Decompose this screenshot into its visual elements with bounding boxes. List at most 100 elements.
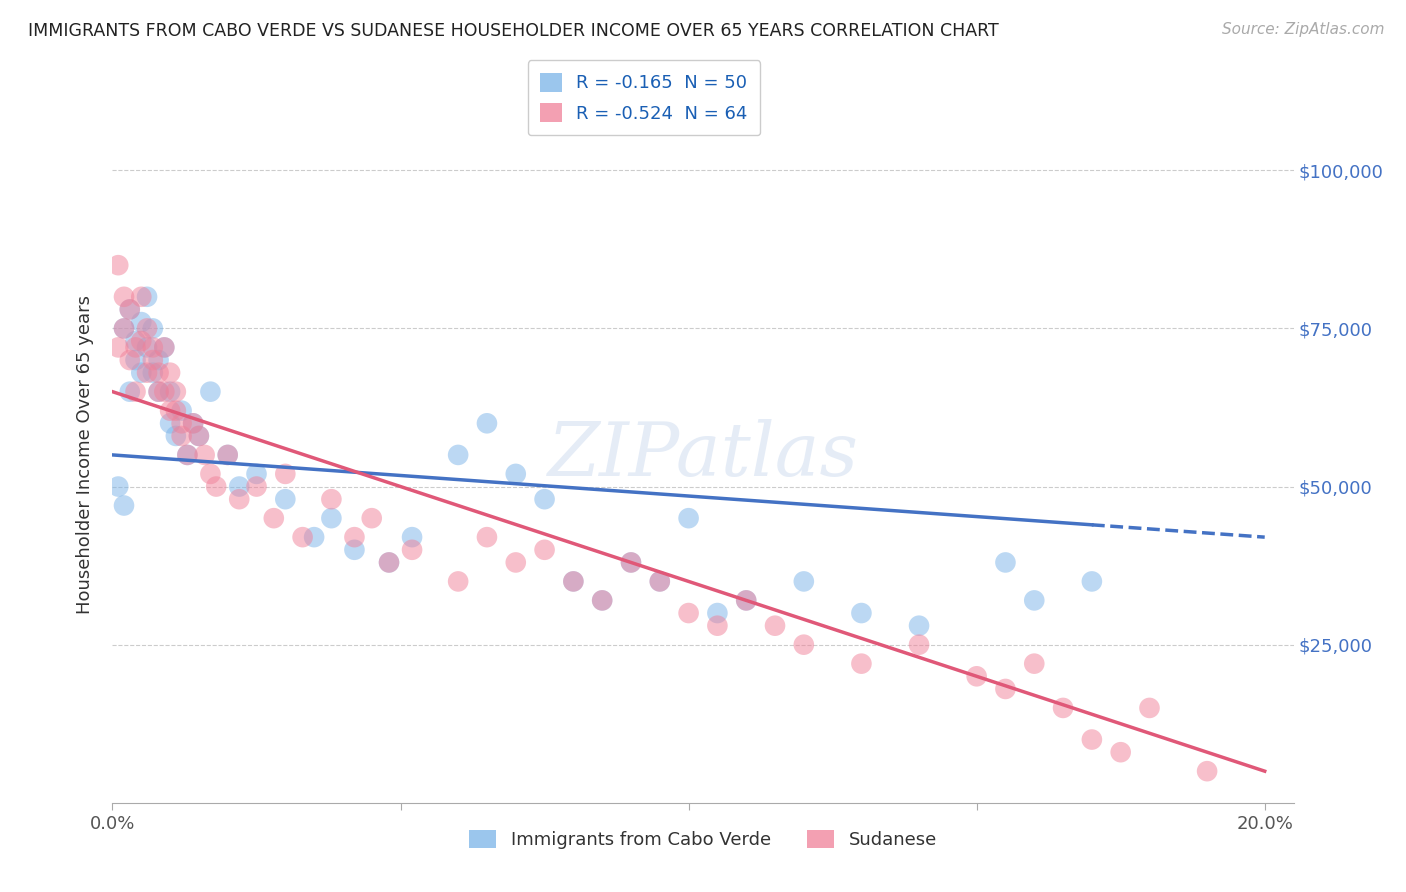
Point (142, 366, 165, 380)
Point (118, 384, 141, 399)
Point (194, 448, 217, 462)
Point (994, 681, 1017, 696)
Point (129, 366, 152, 380)
Point (200, 467, 222, 481)
Point (170, 429, 193, 443)
Point (165, 403, 187, 417)
Point (112, 290, 135, 304)
Point (908, 618, 931, 632)
Point (176, 448, 198, 462)
Point (562, 574, 585, 589)
Point (205, 479, 228, 493)
Point (181, 417, 204, 431)
Point (475, 417, 498, 431)
Point (112, 321, 135, 335)
Point (591, 593, 613, 607)
Point (343, 542, 366, 557)
Point (620, 556, 643, 570)
Point (1197, 764, 1219, 779)
Point (129, 290, 152, 304)
Point (245, 467, 267, 481)
Point (763, 618, 786, 632)
Y-axis label: Householder Income Over 65 years: Householder Income Over 65 years (76, 295, 94, 615)
Point (217, 448, 239, 462)
Point (706, 606, 728, 620)
Point (533, 492, 555, 507)
Point (170, 403, 193, 417)
Point (343, 530, 366, 544)
Point (620, 556, 643, 570)
Text: Source: ZipAtlas.com: Source: ZipAtlas.com (1222, 22, 1385, 37)
Point (148, 384, 170, 399)
Point (851, 606, 873, 620)
Point (1052, 701, 1074, 715)
Point (107, 258, 129, 272)
Point (165, 384, 187, 399)
Point (678, 606, 700, 620)
Point (274, 467, 297, 481)
Point (112, 499, 135, 513)
Point (170, 417, 193, 431)
Point (562, 574, 585, 589)
Point (159, 403, 181, 417)
Point (735, 593, 758, 607)
Point (591, 593, 613, 607)
Point (321, 492, 343, 507)
Point (291, 530, 314, 544)
Point (678, 511, 700, 525)
Legend: Immigrants from Cabo Verde, Sudanese: Immigrants from Cabo Verde, Sudanese (463, 822, 943, 856)
Point (124, 384, 146, 399)
Point (124, 340, 146, 354)
Point (118, 302, 141, 317)
Point (159, 417, 181, 431)
Point (648, 574, 671, 589)
Point (118, 302, 141, 317)
Point (228, 492, 250, 507)
Point (148, 366, 170, 380)
Point (793, 638, 815, 652)
Point (159, 384, 181, 399)
Point (378, 556, 401, 570)
Point (142, 353, 165, 368)
Point (148, 353, 170, 368)
Point (124, 334, 146, 348)
Point (1024, 593, 1046, 607)
Point (165, 429, 187, 443)
Point (153, 384, 176, 399)
Point (475, 530, 498, 544)
Point (447, 448, 470, 462)
Point (793, 574, 815, 589)
Point (360, 511, 382, 525)
Point (136, 366, 159, 380)
Point (142, 321, 165, 335)
Point (153, 340, 176, 354)
Point (447, 574, 470, 589)
Point (124, 353, 146, 368)
Point (136, 321, 159, 335)
Point (908, 638, 931, 652)
Text: IMMIGRANTS FROM CABO VERDE VS SUDANESE HOUSEHOLDER INCOME OVER 65 YEARS CORRELAT: IMMIGRANTS FROM CABO VERDE VS SUDANESE H… (28, 22, 998, 40)
Point (136, 340, 159, 354)
Point (176, 448, 198, 462)
Point (706, 618, 728, 632)
Point (966, 669, 988, 683)
Point (187, 429, 209, 443)
Point (107, 340, 129, 354)
Point (107, 479, 129, 493)
Point (1081, 732, 1104, 747)
Point (112, 321, 135, 335)
Point (217, 448, 239, 462)
Point (200, 384, 222, 399)
Point (187, 429, 209, 443)
Point (533, 542, 555, 557)
Point (245, 479, 267, 493)
Point (148, 384, 170, 399)
Point (851, 657, 873, 671)
Point (648, 574, 671, 589)
Point (153, 340, 176, 354)
Point (505, 556, 527, 570)
Point (735, 593, 758, 607)
Point (302, 530, 325, 544)
Point (401, 542, 423, 557)
Point (159, 366, 181, 380)
